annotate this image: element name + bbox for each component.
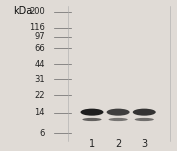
Text: kDa: kDa: [13, 6, 32, 16]
Text: 66: 66: [34, 44, 45, 53]
Text: 2: 2: [115, 139, 121, 149]
Text: 31: 31: [34, 75, 45, 84]
Text: 44: 44: [35, 60, 45, 69]
Text: 97: 97: [34, 32, 45, 41]
Ellipse shape: [133, 109, 156, 116]
Text: 14: 14: [35, 108, 45, 117]
Ellipse shape: [109, 118, 128, 121]
Text: 1: 1: [89, 139, 95, 149]
Ellipse shape: [81, 109, 104, 116]
Text: 116: 116: [29, 23, 45, 32]
Ellipse shape: [135, 118, 154, 121]
Ellipse shape: [107, 109, 130, 116]
Text: 22: 22: [35, 91, 45, 100]
Text: 6: 6: [40, 129, 45, 138]
Text: 3: 3: [141, 139, 147, 149]
Text: 200: 200: [29, 7, 45, 16]
Ellipse shape: [82, 118, 102, 121]
